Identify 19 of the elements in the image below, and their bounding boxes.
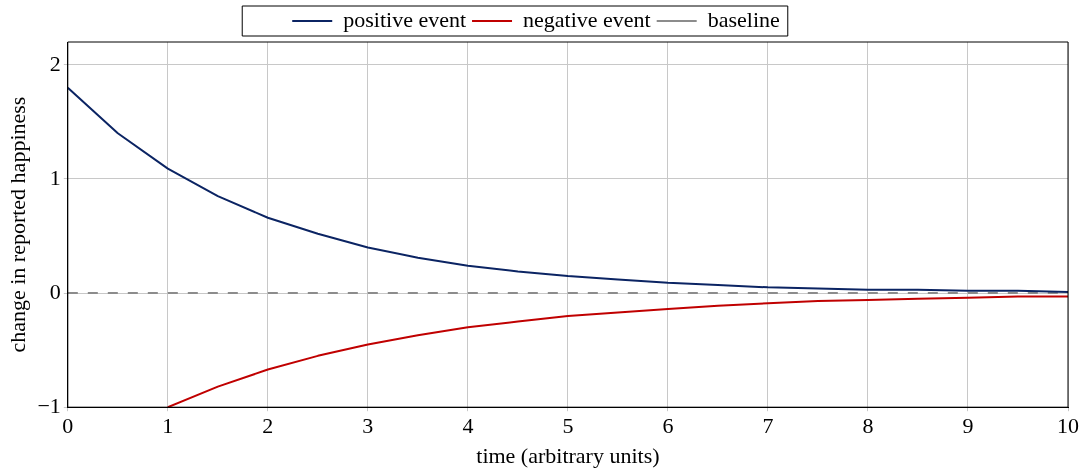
x-tick-label: 2: [262, 413, 274, 439]
y-tick-label: 0: [49, 278, 61, 304]
x-tick-label: 10: [1057, 413, 1079, 439]
legend-label: baseline: [707, 6, 780, 32]
legend-label: positive event: [343, 6, 467, 32]
x-tick-label: 4: [462, 413, 474, 439]
y-tick-label: −1: [37, 392, 61, 418]
y-tick-label: 2: [49, 50, 61, 76]
x-tick-label: 5: [562, 413, 574, 439]
x-tick-label: 3: [362, 413, 374, 439]
x-tick-label: 7: [762, 413, 774, 439]
x-tick-label: 9: [962, 413, 974, 439]
legend-label: negative event: [523, 6, 651, 32]
x-tick-label: 1: [162, 413, 174, 439]
x-tick-label: 6: [662, 413, 674, 439]
x-tick-label: 8: [862, 413, 874, 439]
x-axis-title: time (arbitrary units): [476, 442, 660, 468]
y-tick-label: 1: [49, 164, 61, 190]
y-axis-title: change in reported happiness: [4, 96, 30, 353]
